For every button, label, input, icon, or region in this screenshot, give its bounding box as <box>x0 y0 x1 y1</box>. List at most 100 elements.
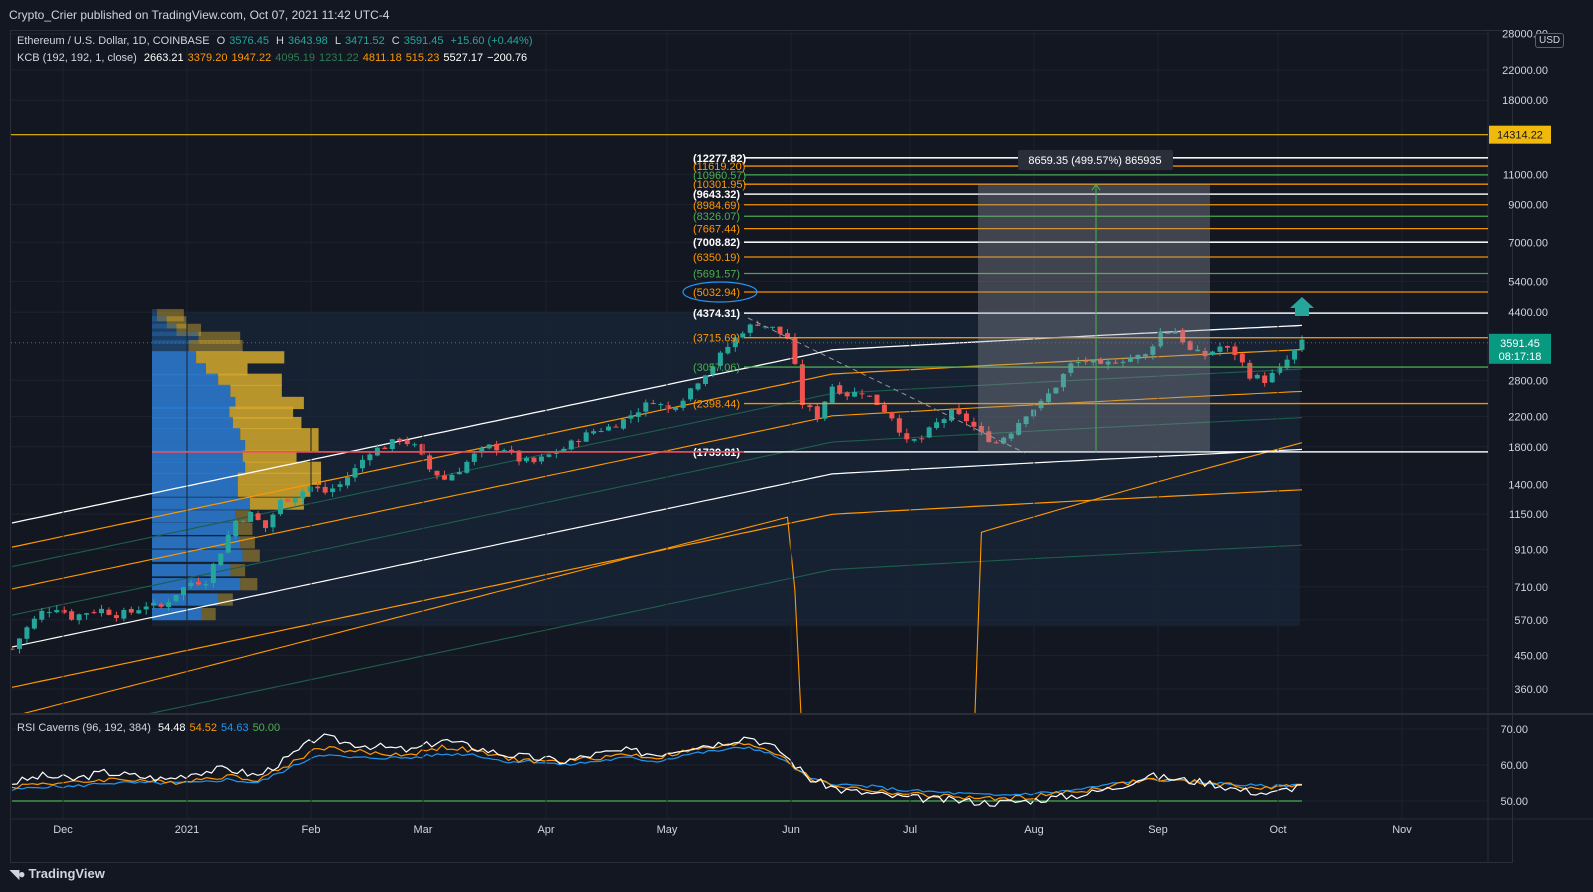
rsi-indicator-name[interactable]: RSI Caverns (96, 192, 384) <box>17 722 151 734</box>
candle-down <box>1083 360 1089 362</box>
kcb-value: 1947.22 <box>231 52 272 64</box>
candle-up <box>210 563 216 584</box>
low-label: L <box>334 35 341 47</box>
time-axis-tick: Aug <box>1024 824 1044 836</box>
candle-up <box>762 326 768 328</box>
candle-up <box>725 346 731 354</box>
volume-profile-bar-buy <box>152 522 238 535</box>
candle-up <box>151 602 157 606</box>
price-axis-tick: 1400.00 <box>1508 480 1548 492</box>
resistance-price-label: 14314.22 <box>1497 130 1543 142</box>
candle-down <box>158 604 164 607</box>
time-axis-tick: Jun <box>782 824 800 836</box>
candle-up <box>1127 358 1133 362</box>
symbol-name[interactable]: Ethereum / U.S. Dollar, 1D, COINBASE <box>17 35 210 47</box>
price-axis-tick: 360.00 <box>1514 684 1548 696</box>
fib-level-label: (6350.19) <box>693 252 740 264</box>
volume-profile-bar-buy <box>152 340 189 353</box>
candle-up <box>852 391 858 397</box>
measure-label: 8659.35 (499.57%) 865935 <box>1028 155 1161 167</box>
candle-down <box>434 470 440 476</box>
volume-profile-bar-buy <box>152 351 197 364</box>
tradingview-logo[interactable]: ◥● TradingView <box>10 866 105 881</box>
volume-profile-bar-buy <box>152 363 206 376</box>
candle-up <box>673 407 679 410</box>
volume-profile-bar-buy <box>152 510 236 523</box>
rsi-value: 54.63 <box>221 722 249 734</box>
price-axis-tick: 5400.00 <box>1508 276 1548 288</box>
volume-profile-bar-sell <box>240 578 258 591</box>
kcb-value: 4095.19 <box>275 52 315 64</box>
candle-down <box>1232 346 1238 355</box>
candle-up <box>1284 359 1290 369</box>
candle-down <box>11 648 15 650</box>
resistance-price-tag <box>1489 125 1551 144</box>
kcb-indicator-name[interactable]: KCB (192, 192, 1, close) <box>17 52 137 64</box>
candle-up <box>16 638 22 649</box>
candle-up <box>1045 393 1051 402</box>
price-axis-tick: 710.00 <box>1514 582 1548 594</box>
candle-up <box>330 488 336 493</box>
candle-down <box>889 412 895 419</box>
fib-level-label: (7667.44) <box>693 224 740 236</box>
volume-profile-bar-sell <box>237 472 322 485</box>
volume-profile-bar-sell <box>198 331 241 344</box>
candle-up <box>822 401 828 419</box>
candle-down <box>650 403 656 405</box>
volume-profile-bar-buy <box>152 484 238 497</box>
candle-up <box>1008 433 1014 439</box>
candle-up <box>203 584 209 586</box>
candle-up <box>1075 361 1081 363</box>
candle-up <box>702 375 708 384</box>
candle-up <box>1292 349 1298 360</box>
time-axis-tick: Nov <box>1392 824 1412 836</box>
candle-up <box>620 419 626 429</box>
candle-up <box>449 474 455 481</box>
candle-up <box>98 608 104 614</box>
currency-badge[interactable]: USD <box>1535 33 1565 48</box>
candle-up <box>1120 361 1126 363</box>
candle-up <box>31 618 37 629</box>
last-price-label: 3591.45 <box>1500 338 1540 350</box>
main-pane <box>11 33 1488 713</box>
time-axis-tick: Dec <box>53 824 73 836</box>
time-axis-tick: Oct <box>1269 824 1286 836</box>
price-axis-tick: 2200.00 <box>1508 412 1548 424</box>
candle-down <box>837 385 843 394</box>
candle-up <box>1023 416 1029 425</box>
candle-up <box>1016 422 1022 435</box>
time-axis-tick: 2021 <box>175 824 199 836</box>
candle-up <box>54 610 60 613</box>
candle-up <box>300 491 306 499</box>
candle-down <box>263 520 269 529</box>
candle-up <box>240 520 246 522</box>
close-label: C <box>391 35 400 47</box>
fib-level-label: (5032.94) <box>693 287 740 299</box>
volume-profile-bar-buy <box>152 316 167 329</box>
fib-level-label: (8326.07) <box>693 211 740 223</box>
volume-profile-bar-sell <box>201 608 216 621</box>
highlight-circle <box>682 281 758 303</box>
candle-down <box>516 450 522 462</box>
open-label: O <box>216 35 226 47</box>
candle-up <box>538 456 544 462</box>
candle-down <box>613 426 619 428</box>
up-arrow-icon <box>1290 297 1314 316</box>
candle-down <box>427 455 433 470</box>
kcb-upper-outer-line <box>11 324 1303 524</box>
volume-profile-bar-sell <box>240 428 319 441</box>
fib-level-label: (5691.57) <box>693 268 740 280</box>
kcb-lower-white-line <box>11 448 1303 648</box>
volume-profile-bar-sell <box>156 309 184 322</box>
publish-info: Crypto_Crier published on TradingView.co… <box>9 8 390 22</box>
price-axis-tick: 2800.00 <box>1508 375 1548 387</box>
candle-up <box>181 587 187 596</box>
candle-up <box>941 419 947 424</box>
candle-up <box>1217 346 1223 352</box>
volume-profile-bar-sell <box>218 373 282 386</box>
candle-up <box>359 459 365 469</box>
candle-down <box>1180 329 1186 343</box>
candle-down <box>859 393 865 395</box>
kcb-values: 2663.21 3379.20 1947.22 4095.19 1231.22 4811.… <box>144 52 531 64</box>
